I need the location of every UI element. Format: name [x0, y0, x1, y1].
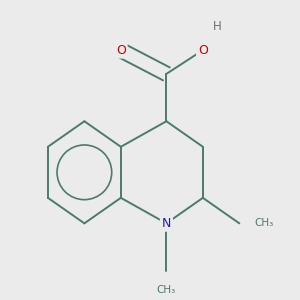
Text: CH₃: CH₃	[157, 285, 176, 295]
Text: N: N	[162, 217, 171, 230]
Text: H: H	[213, 20, 222, 33]
Text: O: O	[198, 44, 208, 57]
Text: CH₃: CH₃	[254, 218, 273, 228]
Text: O: O	[116, 44, 126, 57]
